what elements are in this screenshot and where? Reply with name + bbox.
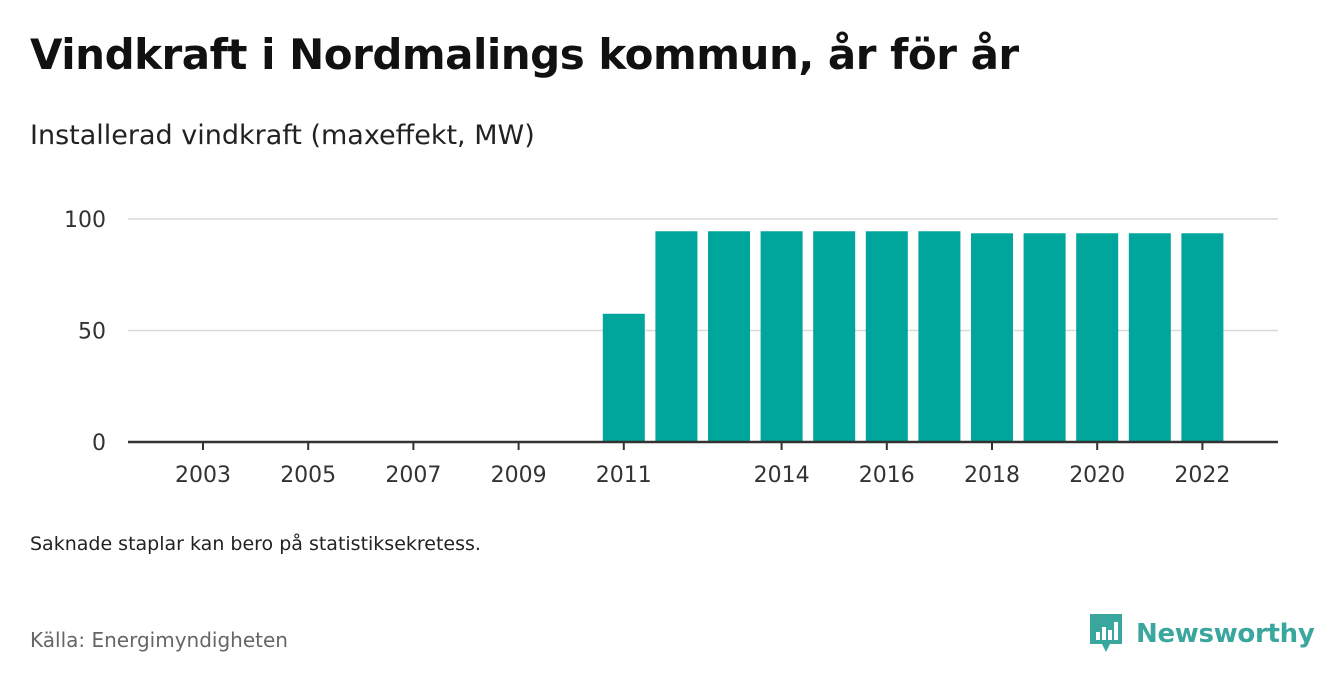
x-tick-label: 2014	[754, 463, 810, 488]
bar-2012	[655, 231, 698, 442]
bar-2020	[1076, 233, 1119, 442]
bar-2021	[1128, 233, 1171, 442]
y-tick-label: 100	[64, 208, 106, 233]
brand-name: Newsworthy	[1136, 619, 1315, 649]
x-tick-label: 2005	[280, 463, 336, 488]
x-tick-label: 2009	[491, 463, 547, 488]
bar-2013	[708, 231, 750, 442]
bar-2015	[813, 231, 856, 442]
newsworthy-logo-icon	[1090, 614, 1122, 652]
bar-2022	[1181, 233, 1224, 442]
y-tick-label: 0	[92, 431, 106, 456]
x-tick-label: 2011	[596, 463, 652, 488]
chart-title: Vindkraft i Nordmalings kommun, år för å…	[30, 30, 1019, 79]
newsworthy-logo: Newsworthy	[1088, 612, 1315, 656]
bars	[602, 231, 1224, 442]
bar-2017	[918, 231, 961, 442]
chart-subtitle: Installerad vindkraft (maxeffekt, MW)	[30, 120, 535, 151]
x-tick-label: 2018	[964, 463, 1020, 488]
bar-2014	[760, 231, 803, 442]
source-text: Källa: Energimyndigheten	[30, 628, 288, 652]
footnote: Saknade staplar kan bero på statistiksek…	[30, 533, 481, 555]
y-tick-label: 50	[78, 320, 106, 345]
bar-2016	[865, 231, 908, 442]
y-axis-ticks: 0 50 100	[64, 208, 106, 456]
x-tick-label: 2003	[175, 463, 231, 488]
x-tick-label: 2016	[859, 463, 915, 488]
x-tick-label: 2022	[1174, 463, 1230, 488]
bar-2019	[1023, 233, 1066, 442]
x-axis-ticks: 2003 2005 2007 2009 2011 2014 2016 2018 2020 2022	[175, 442, 1230, 488]
x-tick-label: 2020	[1069, 463, 1125, 488]
bar-2018	[971, 233, 1013, 442]
bar-2011	[602, 313, 645, 442]
x-tick-label: 2007	[385, 463, 441, 488]
